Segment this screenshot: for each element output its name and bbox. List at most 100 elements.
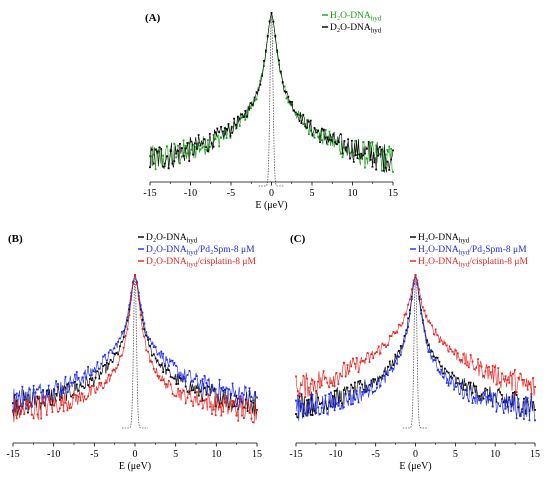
series-line bbox=[295, 274, 536, 398]
data-point bbox=[66, 383, 69, 386]
data-point bbox=[475, 385, 478, 388]
data-point bbox=[195, 147, 198, 150]
data-point bbox=[399, 324, 402, 327]
data-point bbox=[98, 377, 101, 380]
data-point bbox=[169, 360, 172, 363]
data-point bbox=[81, 376, 84, 379]
data-point bbox=[475, 388, 478, 391]
data-point bbox=[453, 374, 456, 377]
data-point bbox=[238, 125, 241, 127]
data-point bbox=[364, 358, 367, 360]
data-point bbox=[164, 364, 166, 367]
data-point bbox=[150, 354, 153, 357]
data-point bbox=[135, 280, 138, 283]
data-point bbox=[341, 152, 344, 155]
data-point bbox=[254, 391, 257, 393]
data-point bbox=[396, 331, 399, 334]
data-point bbox=[444, 342, 446, 344]
data-point bbox=[124, 325, 127, 327]
data-point bbox=[513, 369, 516, 371]
data-point bbox=[169, 375, 172, 378]
data-point bbox=[352, 403, 354, 405]
data-point bbox=[409, 312, 411, 315]
data-point bbox=[53, 404, 56, 407]
data-point bbox=[300, 384, 303, 386]
data-point bbox=[15, 399, 18, 402]
data-point bbox=[186, 152, 189, 155]
data-point bbox=[380, 169, 383, 172]
data-point bbox=[504, 400, 507, 403]
data-point bbox=[388, 168, 391, 171]
data-point bbox=[166, 369, 168, 371]
data-point bbox=[141, 318, 144, 321]
data-point bbox=[313, 380, 316, 383]
data-point bbox=[130, 298, 133, 301]
data-point bbox=[113, 347, 116, 350]
data-point bbox=[182, 139, 185, 142]
data-point bbox=[134, 274, 136, 276]
data-point bbox=[205, 148, 207, 151]
data-point bbox=[473, 368, 476, 371]
data-point bbox=[160, 364, 163, 367]
data-point bbox=[240, 116, 243, 119]
data-point bbox=[488, 366, 490, 368]
data-point bbox=[471, 391, 474, 394]
data-point bbox=[333, 385, 336, 388]
data-point bbox=[320, 407, 323, 409]
data-point bbox=[319, 386, 321, 389]
data-point bbox=[363, 388, 365, 391]
data-point bbox=[298, 114, 301, 116]
data-point bbox=[444, 372, 446, 375]
x-tick-label: -15 bbox=[289, 449, 302, 460]
data-point bbox=[478, 395, 481, 397]
data-point bbox=[263, 65, 265, 68]
data-point bbox=[137, 291, 140, 294]
data-point bbox=[486, 388, 489, 391]
data-point bbox=[447, 384, 450, 387]
data-point bbox=[128, 304, 131, 306]
data-point bbox=[145, 334, 148, 337]
data-point bbox=[100, 362, 103, 365]
data-point bbox=[68, 386, 71, 388]
data-point bbox=[436, 334, 439, 337]
data-point bbox=[235, 127, 237, 130]
x-tick-label: -10 bbox=[47, 449, 60, 460]
data-point bbox=[165, 145, 168, 148]
data-point bbox=[410, 295, 413, 298]
data-point bbox=[79, 382, 82, 385]
data-point bbox=[317, 129, 320, 132]
data-point bbox=[482, 397, 485, 400]
data-point bbox=[47, 384, 50, 387]
data-point bbox=[120, 331, 123, 333]
data-point bbox=[383, 374, 386, 377]
data-point bbox=[160, 379, 163, 382]
data-point bbox=[438, 341, 441, 343]
data-point bbox=[341, 402, 343, 405]
data-point bbox=[449, 375, 452, 378]
data-point bbox=[45, 389, 48, 392]
data-point bbox=[355, 356, 358, 359]
data-point bbox=[425, 339, 428, 342]
data-point bbox=[107, 351, 110, 354]
data-point bbox=[233, 400, 236, 403]
data-point bbox=[342, 406, 345, 409]
data-point bbox=[309, 413, 312, 416]
data-point bbox=[330, 382, 332, 385]
data-point bbox=[207, 393, 210, 396]
data-point bbox=[203, 374, 206, 377]
data-point bbox=[107, 373, 110, 376]
data-point bbox=[233, 117, 236, 120]
data-point bbox=[326, 143, 329, 146]
panel-label: (A) bbox=[145, 12, 161, 24]
data-point bbox=[25, 402, 28, 405]
data-point bbox=[462, 388, 465, 391]
data-point bbox=[94, 376, 97, 379]
data-point bbox=[436, 356, 439, 359]
data-point bbox=[102, 365, 104, 367]
data-point bbox=[59, 407, 61, 410]
data-point bbox=[508, 381, 511, 384]
data-point bbox=[388, 145, 391, 148]
data-point bbox=[177, 382, 180, 385]
data-point bbox=[175, 395, 178, 398]
data-point bbox=[352, 154, 355, 157]
